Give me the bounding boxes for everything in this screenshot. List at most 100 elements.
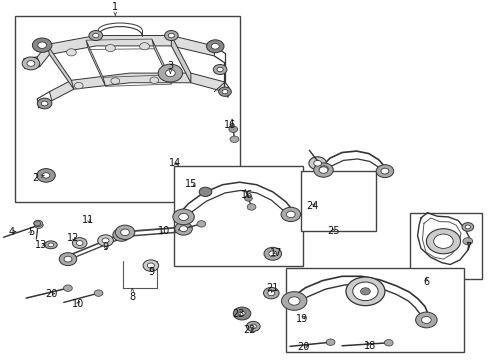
Circle shape <box>250 324 256 329</box>
Circle shape <box>281 292 306 310</box>
Text: 20: 20 <box>296 342 308 352</box>
Text: 16: 16 <box>240 190 253 200</box>
Circle shape <box>268 251 276 257</box>
Polygon shape <box>49 73 224 101</box>
Ellipse shape <box>44 241 57 249</box>
Circle shape <box>105 45 115 51</box>
Circle shape <box>352 282 377 301</box>
Circle shape <box>233 307 250 320</box>
Bar <box>285 268 463 352</box>
Circle shape <box>59 253 77 266</box>
Circle shape <box>111 78 120 84</box>
Circle shape <box>375 165 393 177</box>
Circle shape <box>197 221 205 227</box>
Text: 20: 20 <box>45 289 58 299</box>
Bar <box>15 16 239 202</box>
Text: 11: 11 <box>82 215 94 225</box>
Circle shape <box>32 38 52 52</box>
Text: 5: 5 <box>28 227 34 237</box>
Text: 22: 22 <box>243 325 255 335</box>
Polygon shape <box>47 45 74 89</box>
Circle shape <box>360 288 369 295</box>
Ellipse shape <box>48 243 54 247</box>
Circle shape <box>140 43 149 50</box>
Circle shape <box>168 33 174 38</box>
Polygon shape <box>37 36 215 67</box>
Circle shape <box>213 64 226 75</box>
Circle shape <box>433 234 452 248</box>
Circle shape <box>246 321 260 332</box>
Bar <box>300 171 375 230</box>
Circle shape <box>263 287 279 299</box>
Circle shape <box>41 101 48 106</box>
Circle shape <box>264 247 281 260</box>
Text: 23: 23 <box>232 309 244 319</box>
Circle shape <box>102 238 109 243</box>
Text: 7: 7 <box>465 242 471 252</box>
Circle shape <box>286 211 295 218</box>
Circle shape <box>461 222 473 231</box>
Circle shape <box>172 209 194 225</box>
Circle shape <box>27 60 35 66</box>
Text: 24: 24 <box>306 201 318 211</box>
Polygon shape <box>152 39 171 84</box>
Circle shape <box>63 285 72 291</box>
Circle shape <box>121 229 129 235</box>
Circle shape <box>313 163 332 177</box>
Circle shape <box>66 49 76 56</box>
Circle shape <box>206 40 224 53</box>
Circle shape <box>384 339 392 346</box>
Circle shape <box>267 291 274 296</box>
Text: 10: 10 <box>71 299 83 309</box>
Circle shape <box>218 87 231 96</box>
Circle shape <box>37 168 55 182</box>
Circle shape <box>281 207 300 221</box>
Circle shape <box>345 277 384 306</box>
Bar <box>173 166 303 266</box>
Circle shape <box>143 260 158 271</box>
Circle shape <box>164 31 178 41</box>
Text: 14: 14 <box>169 158 181 168</box>
Text: 21: 21 <box>266 283 278 293</box>
Circle shape <box>34 220 42 226</box>
Circle shape <box>74 82 83 89</box>
Circle shape <box>93 33 99 38</box>
Circle shape <box>308 157 326 170</box>
Circle shape <box>426 229 460 254</box>
Text: 17: 17 <box>269 248 282 258</box>
Circle shape <box>150 77 158 84</box>
Circle shape <box>239 311 244 316</box>
Text: 15: 15 <box>184 179 197 189</box>
Text: 25: 25 <box>326 226 339 236</box>
Circle shape <box>246 204 255 210</box>
Circle shape <box>380 168 388 174</box>
Circle shape <box>415 312 436 328</box>
Text: 19: 19 <box>295 314 307 324</box>
Circle shape <box>76 240 83 246</box>
Circle shape <box>319 167 327 173</box>
Circle shape <box>38 42 46 48</box>
Circle shape <box>217 67 223 72</box>
Circle shape <box>464 225 469 229</box>
Circle shape <box>325 339 334 345</box>
Circle shape <box>199 187 211 197</box>
Text: 9: 9 <box>102 242 108 252</box>
Circle shape <box>98 235 113 246</box>
Circle shape <box>64 256 72 262</box>
Text: 1: 1 <box>112 2 118 15</box>
Text: 9: 9 <box>148 267 155 276</box>
Circle shape <box>22 57 40 70</box>
Circle shape <box>147 263 154 268</box>
Circle shape <box>113 228 130 241</box>
Circle shape <box>228 126 237 132</box>
Circle shape <box>89 31 102 41</box>
Circle shape <box>179 226 187 231</box>
Circle shape <box>178 213 188 220</box>
Circle shape <box>34 222 43 228</box>
Bar <box>409 213 482 279</box>
Text: 4: 4 <box>8 227 16 237</box>
Circle shape <box>319 166 328 172</box>
Text: 8: 8 <box>129 288 135 302</box>
Text: 13: 13 <box>35 240 47 250</box>
Circle shape <box>230 136 238 143</box>
